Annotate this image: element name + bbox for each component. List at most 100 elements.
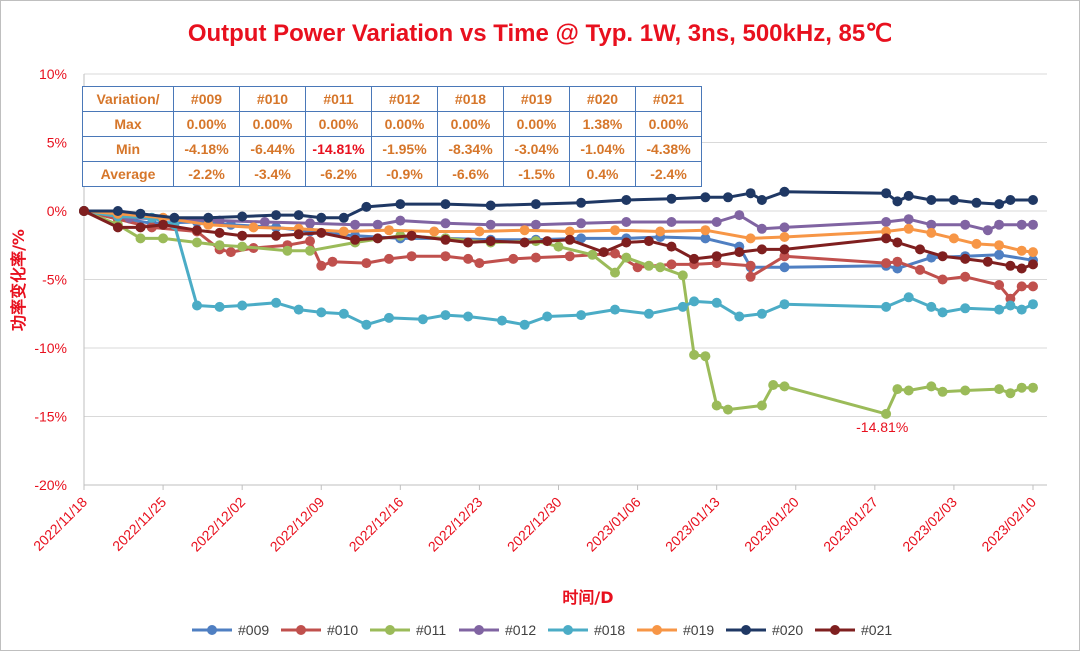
data-point-011 [553, 241, 564, 252]
stats-row: Average -2.2% -3.4% -6.2% -0.9% -6.6% -1.5% 0.4… [82, 161, 702, 187]
data-point-010 [327, 256, 338, 267]
data-point-010 [937, 274, 948, 285]
data-point-019 [971, 238, 982, 249]
legend-label-021: #021 [861, 622, 892, 638]
min-annotation-label: -14.81% [856, 419, 908, 435]
data-point-012 [903, 214, 914, 225]
stats-cell: 0.00% [371, 111, 438, 137]
data-point-019 [926, 227, 937, 238]
data-point-012 [1016, 219, 1027, 230]
data-point-018 [463, 311, 474, 322]
legend-marker-018 [563, 625, 573, 635]
data-point-019 [248, 222, 259, 233]
data-point-020 [361, 201, 372, 212]
y-axis-title: 功率变化率/% [9, 229, 28, 331]
data-point-020 [338, 212, 349, 223]
data-point-020 [723, 192, 733, 203]
data-point-010 [508, 253, 519, 264]
data-point-020 [666, 193, 677, 204]
data-point-011 [892, 384, 903, 395]
data-point-011 [994, 384, 1005, 395]
stats-cell: 0.00% [239, 111, 306, 137]
stats-row: Max 0.00% 0.00% 0.00% 0.00% 0.00% 0.00% 1.38% 0.… [82, 111, 702, 137]
y-tick-label: -5% [42, 272, 67, 288]
data-point-009 [576, 233, 587, 244]
data-point-018 [1028, 299, 1038, 310]
data-point-018 [881, 301, 892, 312]
data-point-018 [643, 308, 654, 319]
data-point-009 [779, 262, 790, 273]
data-point-011 [643, 260, 654, 271]
x-tick-label: 2022/12/30 [504, 494, 565, 555]
data-point-018 [779, 299, 790, 310]
data-point-020 [948, 195, 959, 205]
stats-header-cell: #019 [503, 86, 570, 112]
data-point-021 [79, 206, 89, 216]
stats-cell: -14.81% [305, 136, 372, 162]
data-point-021 [689, 253, 700, 264]
x-tick-label: 2023/01/13 [662, 494, 723, 555]
data-point-019 [881, 226, 892, 237]
x-tick-label: 2022/11/18 [30, 494, 90, 554]
data-point-012 [350, 219, 361, 230]
y-tick-label: -15% [34, 409, 67, 425]
data-point-010 [1028, 281, 1038, 292]
data-point-010 [994, 280, 1005, 290]
data-point-020 [700, 192, 711, 203]
data-point-021 [892, 237, 903, 248]
stats-table: Variation/#009 #010 #011 #012 #018 #019 #020 #0… [82, 86, 702, 187]
data-point-021 [542, 236, 553, 247]
data-point-018 [192, 300, 202, 311]
data-point-020 [1028, 195, 1038, 205]
data-point-011 [1028, 382, 1038, 393]
data-point-018 [937, 307, 948, 318]
data-point-018 [338, 308, 349, 319]
stats-row-label: Max [82, 111, 174, 137]
chart-title: Output Power Variation vs Time @ Typ. 1W… [188, 20, 892, 47]
data-point-012 [259, 217, 270, 227]
data-point-021 [756, 244, 767, 255]
data-point-021 [1005, 260, 1016, 271]
x-tick-label: 2023/01/06 [583, 494, 644, 555]
data-point-021 [316, 227, 327, 238]
data-point-011 [610, 267, 620, 278]
stats-cell: 0.00% [503, 111, 570, 137]
data-point-018 [542, 311, 553, 322]
y-tick-label: -20% [34, 477, 67, 493]
data-point-012 [779, 222, 790, 233]
data-point-012 [440, 218, 451, 229]
data-point-019 [1016, 245, 1027, 256]
data-point-021 [711, 251, 722, 262]
y-tick-label: 5% [47, 135, 67, 151]
data-point-010 [960, 271, 971, 282]
x-tick-label: 2023/02/10 [978, 494, 1039, 555]
data-point-011 [768, 380, 779, 390]
data-point-020 [1005, 195, 1016, 205]
data-point-018 [1016, 304, 1027, 315]
data-point-018 [926, 301, 937, 312]
data-point-018 [384, 312, 394, 323]
data-point-018 [417, 314, 428, 325]
data-point-010 [610, 248, 620, 259]
data-point-019 [338, 226, 349, 237]
legend-label-019: #019 [683, 622, 714, 638]
data-point-010 [316, 260, 327, 271]
data-point-020 [971, 197, 982, 208]
data-point-018 [756, 308, 767, 319]
stats-cell: -6.6% [437, 161, 504, 187]
y-tick-label: -10% [34, 340, 67, 356]
data-point-011 [700, 351, 711, 362]
data-point-020 [316, 212, 327, 223]
data-point-012 [982, 225, 993, 236]
data-point-012 [372, 219, 383, 230]
data-point-010 [915, 264, 925, 275]
legend-marker-010 [296, 625, 306, 635]
data-point-021 [881, 233, 892, 244]
data-point-021 [406, 230, 417, 241]
data-point-020 [485, 200, 496, 211]
data-point-021 [598, 247, 609, 258]
data-point-020 [169, 212, 180, 223]
data-point-011 [779, 381, 790, 392]
data-point-010 [406, 251, 417, 262]
